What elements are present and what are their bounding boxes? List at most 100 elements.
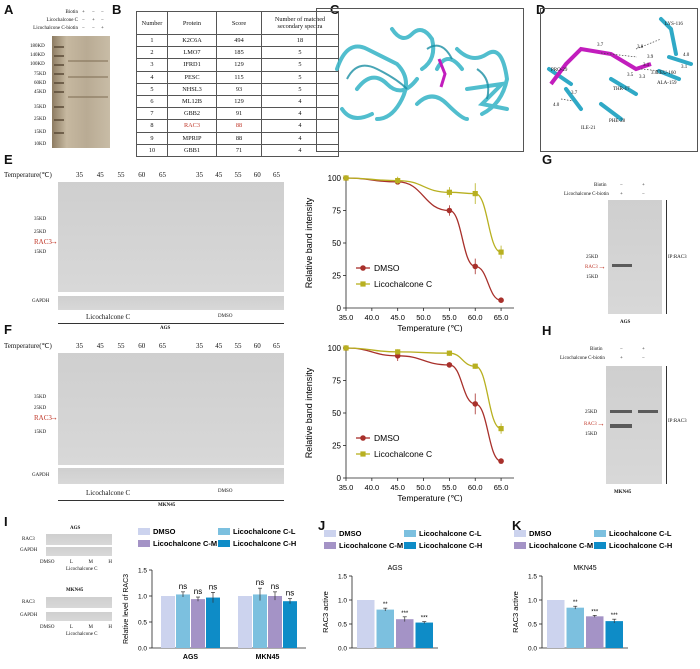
divider: [58, 500, 284, 501]
significance-label: **: [383, 602, 388, 608]
legend-label: Licochalcone C-L: [233, 527, 296, 536]
table-cell: 4: [136, 70, 168, 84]
x-tick-label: 45.0: [390, 313, 405, 322]
data-point: [343, 175, 349, 181]
row-label-biotin: Biotin: [65, 10, 78, 15]
marker-label: 180KD: [30, 44, 45, 49]
panel-d-binding-site: LYS-116 PRO-29 LEU-160 ALA-159 THR-17 PH…: [540, 8, 698, 152]
significance-label: ***: [401, 611, 409, 617]
temp-tick: 45: [215, 171, 223, 179]
panel-b-table: Number Protein Score Number of matched s…: [136, 11, 339, 157]
western-blot: [608, 200, 662, 314]
bar: [176, 594, 190, 648]
temperature-label: Temperature(℃): [4, 171, 52, 179]
marker-label: 60KD: [34, 81, 47, 86]
sign: −: [82, 26, 85, 31]
legend-label: Licochalcone C-H: [609, 541, 672, 550]
marker-label: 15KD: [585, 432, 598, 437]
table-cell: RAC3: [167, 119, 217, 133]
group-label: Licochalcone C: [66, 632, 98, 637]
temp-tick: 60: [138, 342, 146, 350]
chart-i-bar: DMSO Licochalcone C-L Licochalcone C-M Lico…: [123, 527, 306, 661]
bar: [268, 596, 282, 648]
x-tick-label: 35.0: [339, 483, 354, 492]
distance-label: 3.9: [647, 55, 654, 60]
residue-label: ILE-21: [581, 126, 596, 131]
sign: −: [92, 10, 95, 15]
data-point: [395, 178, 401, 184]
table-cell: 71: [216, 143, 262, 157]
table-cell: 91: [216, 107, 262, 121]
table-row: 10 GBB1 71 4: [136, 143, 339, 157]
table-cell: GBB1: [167, 143, 217, 157]
gapdh-blot: [46, 612, 112, 621]
legend-swatch: [594, 530, 606, 537]
table-row: 7 GBB2 91 4: [136, 107, 339, 121]
rac3-label: RAC3: [34, 414, 52, 422]
temp-tick: 65: [273, 171, 280, 179]
distance-label: 4.0: [553, 103, 560, 108]
table-cell: 5: [136, 82, 168, 96]
chart-title: AGS: [388, 565, 403, 572]
divider: [666, 200, 667, 314]
chart-title: MKN45: [573, 565, 596, 572]
panel-c-structure: [316, 8, 524, 152]
lane-label: DMSO: [40, 560, 55, 565]
divider: [666, 366, 667, 484]
y-axis-label: RAC3 active: [321, 591, 330, 633]
col-header: Protein: [167, 11, 217, 35]
temp-tick: 55: [234, 342, 242, 350]
sign: −: [92, 26, 95, 31]
legend-marker: [360, 281, 366, 287]
y-tick-label: 75: [332, 207, 341, 216]
residue-label: LYS-116: [665, 22, 683, 27]
y-tick-label: 1.5: [528, 574, 537, 581]
row-label: Biotin: [594, 183, 607, 188]
legend-label: DMSO: [374, 263, 400, 273]
marker-label: 25KD: [34, 406, 47, 411]
y-tick-label: 0: [337, 304, 342, 313]
bar: [586, 616, 604, 648]
legend-label: DMSO: [153, 527, 176, 536]
temp-tick: 65: [159, 171, 166, 179]
x-tick-label: AGS: [183, 654, 199, 661]
lane-label: M: [88, 560, 93, 565]
panel-label-h: H: [542, 323, 552, 338]
data-point: [472, 191, 478, 197]
temp-tick: 55: [117, 342, 125, 350]
ligand-molecule: [437, 58, 447, 88]
rac3-label: RAC3: [34, 238, 52, 246]
legend-label: Licochalcone C-L: [419, 529, 482, 538]
bar: [396, 619, 414, 648]
residue-label: ALA-159: [657, 81, 677, 86]
panel-label-k: K: [512, 518, 522, 533]
x-tick-label: 40.0: [365, 483, 380, 492]
y-tick-label: 0.5: [138, 620, 147, 627]
sign: +: [92, 18, 95, 23]
table-row: 9 MPRIP 88 4: [136, 131, 339, 145]
legend-marker: [360, 265, 366, 271]
table-row: 6 ML12B 129 4: [136, 94, 339, 109]
data-point: [498, 249, 504, 255]
legend-marker: [360, 451, 366, 457]
arrow-right-icon: →: [49, 236, 58, 246]
chart-j-bar: DMSO Licochalcone C-L Licochalcone C-M Lico…: [321, 529, 482, 653]
x-tick-label: 55.0: [442, 313, 457, 322]
bar: [547, 600, 565, 648]
y-tick-label: 0.0: [338, 646, 347, 653]
table-cell: IFRD1: [167, 58, 217, 72]
legend-label: Licochalcone C: [374, 279, 432, 289]
sign: −: [642, 356, 645, 361]
legend-swatch: [218, 540, 230, 547]
legend-swatch: [138, 540, 150, 547]
marker-label: 25KD: [585, 410, 598, 415]
x-axis-label: Temperature (℃): [397, 323, 462, 332]
y-axis-label: Relative level of RAC3: [123, 574, 130, 644]
legend-label: Licochalcone C-H: [233, 539, 296, 548]
x-tick-label: 50.0: [416, 313, 431, 322]
marker-label: 15KD: [34, 430, 47, 435]
arrow-right-icon: →: [597, 419, 605, 428]
table-cell: 2: [136, 46, 168, 60]
significance-label: ***: [421, 616, 429, 622]
gapdh-blot: [46, 547, 112, 556]
